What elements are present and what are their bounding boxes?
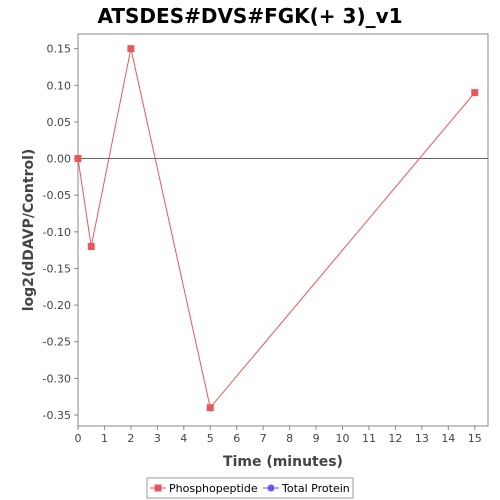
legend-label-phosphopeptide: Phosphopeptide [169,482,258,495]
x-tick-label: 6 [233,432,240,445]
y-tick-label: 0.10 [47,79,72,92]
y-tick-label: -0.15 [43,262,71,275]
x-tick-label: 3 [154,432,161,445]
x-tick-label: 1 [101,432,108,445]
x-tick-label: 8 [286,432,293,445]
chart-title: ATSDES#DVS#FGK(+ 3)_v1 [97,4,402,28]
y-tick-label: 0.00 [47,153,72,166]
legend-marker-total-protein [267,484,275,492]
x-tick-label: 9 [313,432,320,445]
y-tick-label: -0.30 [43,372,71,385]
data-point [74,155,82,163]
y-tick-label: 0.15 [47,43,72,56]
y-tick-label: -0.20 [43,299,71,312]
x-tick-label: 0 [75,432,82,445]
x-tick-label: 14 [441,432,455,445]
x-tick-label: 12 [388,432,402,445]
data-point [127,45,135,53]
legend-marker-phosphopeptide [154,484,162,492]
x-tick-label: 5 [207,432,214,445]
y-tick-label: -0.35 [43,409,71,422]
series-points [74,45,479,412]
plot-area [77,33,489,427]
y-tick-label: -0.05 [43,189,71,202]
legend-box [146,477,354,499]
y-axis: 0.15 0.10 0.05 0.00 -0.05 -0.10 -0.15 -0.20 -0.2… [43,43,78,422]
data-point [471,89,479,97]
x-tick-label: 11 [362,432,376,445]
x-axis: 0 1 2 3 4 5 6 7 8 9 10 11 12 13 14 15 [75,426,482,445]
y-tick-label: -0.25 [43,336,71,349]
y-axis-label: log2(dDAVP/Control) [21,149,37,312]
y-tick-label: -0.10 [43,226,71,239]
x-tick-label: 15 [468,432,482,445]
legend-label-total-protein: Total Protein [281,482,350,495]
data-point [206,404,214,412]
x-tick-label: 4 [180,432,187,445]
y-tick-label: 0.05 [47,116,72,129]
x-tick-label: 7 [260,432,267,445]
x-tick-label: 2 [127,432,134,445]
x-axis-label: Time (minutes) [223,454,343,470]
x-tick-label: 13 [415,432,429,445]
data-point [87,242,95,250]
legend: Phosphopeptide Total Protein [146,477,354,499]
x-tick-label: 10 [336,432,350,445]
